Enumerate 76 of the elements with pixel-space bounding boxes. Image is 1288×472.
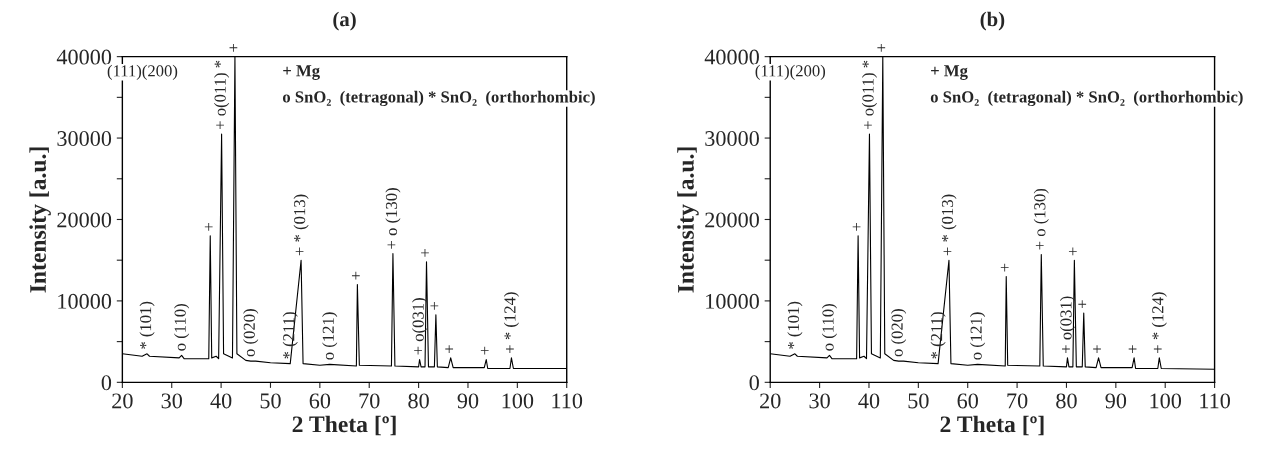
annotation: * (101) [139, 301, 155, 349]
x-tick-label: 80 [1056, 393, 1077, 409]
annotation: o (020) [891, 309, 907, 357]
x-tick-label: 60 [957, 393, 978, 409]
annotation: + [1128, 345, 1137, 353]
annotation: + [229, 43, 238, 52]
annotation: o (110) [174, 304, 190, 351]
y-tick-label: 40000 [704, 49, 759, 65]
x-tick-label: 80 [408, 393, 429, 409]
annotation: + o (130) [385, 188, 401, 249]
x-tick-label: 50 [260, 393, 281, 409]
annotation: + [430, 301, 439, 310]
annotation: (111)(200) [107, 64, 178, 80]
annotation: * (211) [930, 312, 946, 359]
x-tick-label: 70 [359, 393, 380, 409]
annotation: + [351, 271, 360, 280]
annotation: o SnO₂ (tetragonal) * SnO₂ (orthorhombic) [930, 90, 1243, 107]
x-tick-label: 100 [502, 393, 534, 409]
annotation: (111)(200) [755, 64, 826, 80]
y-axis-title: Intensity [a.u.] [29, 147, 51, 293]
annotation: o (121) [322, 312, 338, 360]
annotation: + o(031) [1059, 296, 1076, 353]
x-tick-label: 40 [858, 393, 880, 409]
x-axis-title: 2 Theta [º] [940, 415, 1044, 436]
y-tick-label: 40000 [56, 49, 112, 65]
annotation: + [421, 249, 429, 257]
x-tick-label: 110 [552, 393, 583, 409]
annotation: + * (013) [941, 194, 957, 256]
annotation: + [445, 345, 454, 353]
y-tick-label: 30000 [705, 130, 759, 146]
annotation: + Mg [283, 65, 320, 80]
y-tick-label: 20000 [705, 212, 759, 228]
y-tick-label: 0 [749, 375, 759, 391]
annotation: + * (124) [503, 292, 519, 353]
x-tick-label: 70 [1007, 393, 1028, 409]
annotation: + o(031) [412, 298, 428, 355]
y-tick-label: 0 [101, 375, 112, 391]
annotation: + o (130) [1033, 188, 1049, 250]
x-tick-label: 90 [457, 393, 479, 409]
x-tick-label: 60 [309, 393, 331, 409]
x-axis-title: 2 Theta [º] [292, 415, 396, 436]
x-tick-label: 30 [809, 393, 830, 409]
annotation: + [1078, 300, 1087, 309]
x-tick-label: 30 [161, 393, 182, 409]
x-tick-label: 20 [112, 393, 133, 409]
annotation: + o(011) * [214, 60, 230, 129]
x-tick-label: 90 [1105, 393, 1127, 409]
annotation: + [1068, 247, 1077, 256]
annotation: + Mg [931, 65, 968, 80]
y-tick-label: 30000 [57, 130, 112, 146]
x-tick-label: 100 [1150, 393, 1182, 409]
y-tick-label: 10000 [58, 293, 112, 309]
x-tick-label: 110 [1200, 393, 1230, 409]
annotation: * (211) [282, 312, 298, 359]
y-axis-title: Intensity [a.u.] [677, 147, 699, 293]
annotation: + [877, 43, 886, 52]
annotation: o SnO₂ (tetragonal) * SnO₂ (orthorhombic) [282, 90, 595, 107]
annotation: o (121) [970, 312, 986, 360]
y-tick-label: 10000 [706, 293, 759, 309]
annotation: o (020) [243, 309, 259, 357]
x-tick-label: 40 [210, 393, 232, 409]
annotation: + [480, 346, 489, 355]
x-tick-label: 20 [760, 393, 781, 409]
annotation: + * (124) [1151, 292, 1167, 353]
y-tick-label: 20000 [57, 212, 112, 228]
chart-title: (a) [333, 11, 356, 31]
annotation: o (110) [821, 304, 838, 351]
annotation: + [1093, 345, 1101, 353]
annotation: + [852, 223, 861, 231]
annotation: * (101) [787, 301, 803, 349]
chart-title: (b) [980, 11, 1005, 31]
annotation: + [204, 223, 213, 231]
x-tick-label: 50 [908, 393, 929, 409]
annotation: + [1000, 263, 1009, 272]
annotation: + o(011) * [861, 60, 878, 129]
annotation: + * (013) [293, 194, 309, 256]
